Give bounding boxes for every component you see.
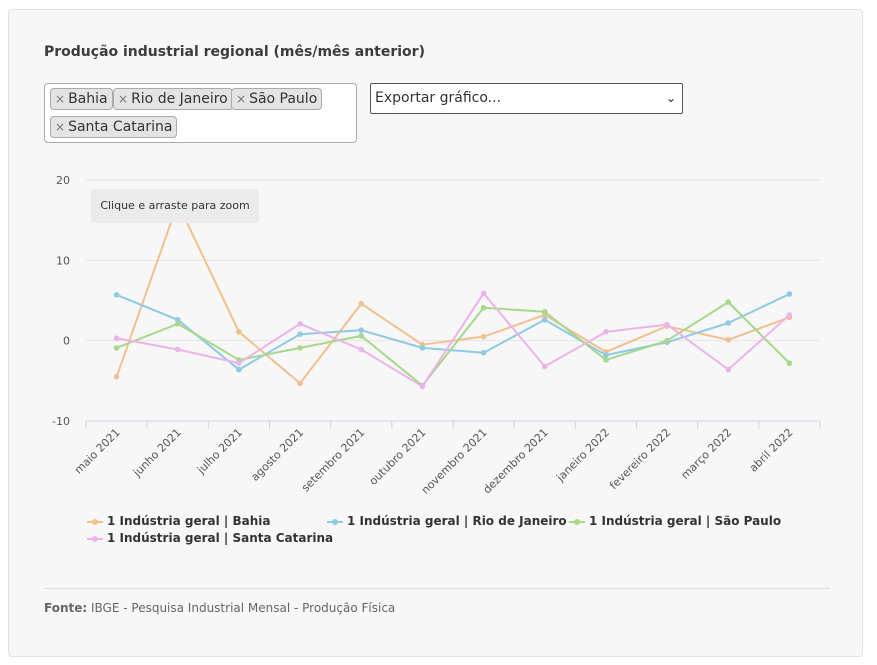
x-tick-label: março 2022 [678,426,734,482]
x-tick-label: novembro 2021 [419,426,490,497]
legend-item-bahia[interactable]: 1 Indústria geral | Bahia [87,514,270,528]
zoom-hint: Clique e arraste para zoom [91,189,259,223]
source-label: Fonte: [44,601,88,615]
legend-item-rio-de-janeiro[interactable]: 1 Indústria geral | Rio de Janeiro [327,514,567,528]
data-point [297,380,303,387]
export-select-value: Exportar gráfico... [375,90,502,106]
data-point [786,312,793,318]
legend-marker-icon [87,535,103,542]
source-text: IBGE - Pesquisa Industrial Mensal - Prod… [87,601,396,615]
legend-marker-icon [327,518,343,525]
x-tick-label: junho 2021 [130,426,184,480]
y-tick-label: -10 [52,415,70,428]
data-point [358,327,365,334]
tag-sao-paulo: × São Paulo [231,88,323,110]
data-point [419,345,426,351]
x-tick-label: julho 2021 [194,426,245,477]
data-point [480,333,487,340]
data-point [297,331,303,338]
data-point [297,320,303,327]
data-point [480,290,487,297]
line-chart[interactable]: -10 0 10 20 maio 2021 junho 2021 julho 2021 ago… [9,10,864,570]
y-tick-label: 10 [56,254,70,267]
data-point [113,374,120,380]
data-point [480,304,487,311]
data-point [358,300,365,307]
tag-label: Bahia [68,91,108,107]
data-point [113,335,120,342]
tag-bahia: × Bahia [50,88,113,110]
data-point [541,316,548,323]
series-line-1 [115,202,790,385]
x-tick-label: outubro 2021 [367,426,429,488]
data-point [174,320,181,327]
chevron-down-icon: ⌄ [665,91,676,105]
data-point [603,357,609,363]
data-point [786,360,793,366]
data-point [725,320,732,326]
legend-marker-icon [569,518,585,525]
legend-label: 1 Indústria geral | Rio de Janeiro [347,514,567,528]
chart-card: Produção industrial regional (mês/mês an… [8,9,863,657]
tag-rio-de-janeiro: × Rio de Janeiro [113,88,233,110]
legend-label: 1 Indústria geral | Santa Catarina [107,531,334,545]
legend-marker-icon [87,518,103,525]
x-tick-label: maio 2021 [72,426,123,477]
data-point [174,316,181,323]
data-point [358,346,365,353]
series-line-4 [116,292,791,388]
x-tick-label: agosto 2021 [248,426,306,484]
tag-label: Rio de Janeiro [131,91,228,107]
data-point [786,291,793,297]
remove-tag-icon[interactable]: × [118,92,129,106]
data-point [541,363,548,370]
data-point [174,346,181,353]
data-point [419,383,426,390]
data-point [358,333,365,339]
tag-label: São Paulo [249,91,318,107]
y-tick-label: 20 [56,174,70,187]
region-multiselect[interactable]: × Bahia × Rio de Janeiro × São Paulo × Santa… [44,83,357,143]
data-point [603,329,609,335]
divider [44,588,830,589]
legend-item-santa-catarina[interactable]: 1 Indústria geral | Santa Catarina [87,531,333,545]
x-tick-label: abril 2022 [747,426,796,475]
data-point [113,345,120,351]
data-point [236,329,242,335]
data-point [603,352,609,358]
data-point [113,292,120,298]
x-tick-label: janeiro 2022 [553,426,612,485]
legend-label: 1 Indústria geral | Bahia [107,514,271,528]
data-point [480,349,487,356]
remove-tag-icon[interactable]: × [55,92,66,106]
source-note: Fonte: IBGE - Pesquisa Industrial Mensal… [44,601,395,615]
export-select[interactable]: Exportar gráfico... ⌄ [370,83,683,114]
data-point [236,360,242,366]
remove-tag-icon[interactable]: × [236,92,247,106]
data-point [725,299,732,305]
remove-tag-icon[interactable]: × [55,120,66,134]
y-tick-label: 0 [63,335,70,348]
data-point [236,366,242,373]
tag-label: Santa Catarina [68,119,173,135]
x-tick-label: dezembro 2021 [481,426,551,496]
data-point [725,337,732,343]
x-tick-label: setembro 2021 [299,426,367,494]
data-point [664,337,670,344]
legend-label: 1 Indústria geral | São Paulo [589,514,782,528]
data-point [725,366,732,373]
series-line-3 [116,301,791,387]
chart-title: Produção industrial regional (mês/mês an… [44,44,425,60]
tag-santa-catarina: × Santa Catarina [50,116,178,138]
legend-item-sao-paulo[interactable]: 1 Indústria geral | São Paulo [569,514,781,528]
data-point [297,345,303,351]
data-point [664,321,670,328]
x-tick-label: fevereiro 2022 [607,426,673,492]
data-point [541,308,548,315]
